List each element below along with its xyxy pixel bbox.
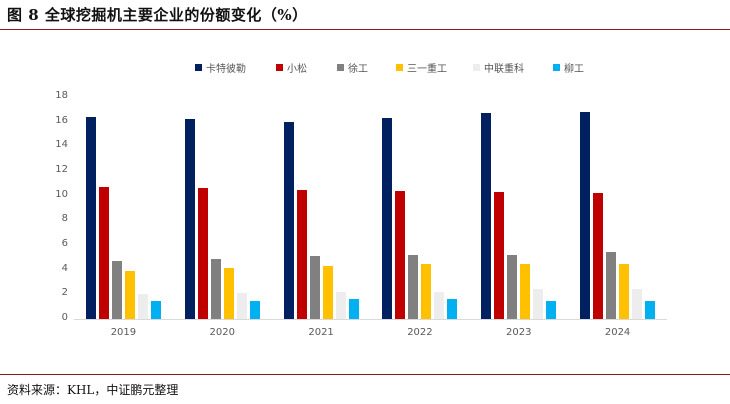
bar [111,261,122,319]
y-tick-label: 4 [61,262,68,274]
legend-item: 小松 [276,60,307,75]
legend-swatch [473,64,480,71]
bottom-divider [0,374,730,375]
bar [296,189,307,319]
bar [322,265,333,319]
x-tick-label: 2021 [308,327,334,338]
y-tick-label: 14 [55,139,68,151]
x-tick-label: 2020 [209,327,235,338]
bar [236,293,247,319]
legend-item: 三一重工 [396,60,447,75]
bar [98,187,109,319]
legend-swatch [396,64,403,71]
bar [494,191,505,319]
bar [382,117,393,319]
x-tick-label: 2022 [407,327,433,338]
bar [223,268,234,319]
bar [210,258,221,319]
bar [546,300,557,319]
y-tick-label: 2 [61,287,68,299]
chart-legend: 卡特彼勒 小松 徐工 三一重工 中联重科 柳工 [0,60,730,75]
y-tick-label: 10 [55,188,68,200]
legend-label: 中联重科 [484,64,524,75]
y-tick-label: 0 [61,312,68,323]
bar [283,121,294,319]
bar [606,252,617,319]
legend-label: 小松 [287,64,307,75]
bar [197,188,208,319]
bar [632,289,643,319]
x-axis-line [74,319,667,320]
legend-swatch [195,64,202,71]
bar [434,291,445,319]
bar [593,193,604,319]
legend-item: 中联重科 [473,60,524,75]
legend-swatch [553,64,560,71]
source-note: 资料来源：KHL，中证鹏元整理 [7,383,179,397]
legend-label: 卡特彼勒 [206,64,246,75]
bar [507,254,518,319]
legend-item: 徐工 [337,60,368,75]
bar [421,263,432,319]
plot-area [74,97,667,319]
legend-item: 卡特彼勒 [195,60,246,75]
x-tick-label: 2023 [506,327,532,338]
top-divider [0,29,730,30]
y-tick-label: 8 [61,213,68,225]
bar [335,291,346,319]
bar [85,116,96,319]
legend-swatch [337,64,344,71]
figure-title: 图 8 全球挖掘机主要企业的份额变化（%） [7,6,308,24]
bar [619,263,630,319]
bar [645,300,656,319]
bar [137,294,148,319]
legend-item: 柳工 [553,60,584,75]
bar [184,119,195,319]
legend-label: 徐工 [348,64,368,75]
legend-label: 三一重工 [407,64,447,75]
y-tick-label: 16 [55,114,68,126]
y-tick-label: 12 [55,164,68,175]
bar [481,113,492,319]
bar [533,289,544,319]
bar [580,111,591,319]
y-tick-label: 18 [55,90,68,101]
bar [520,263,531,319]
bar [395,190,406,319]
y-tick-label: 6 [61,238,68,249]
bar [124,270,135,319]
legend-swatch [276,64,283,71]
bar [447,299,458,319]
bar [249,300,260,319]
bar [150,300,161,319]
bar [408,254,419,319]
x-tick-label: 2024 [604,327,631,338]
bar [309,256,320,319]
legend-label: 柳工 [564,64,584,75]
x-tick-label: 2019 [110,327,137,338]
bar [348,299,359,319]
